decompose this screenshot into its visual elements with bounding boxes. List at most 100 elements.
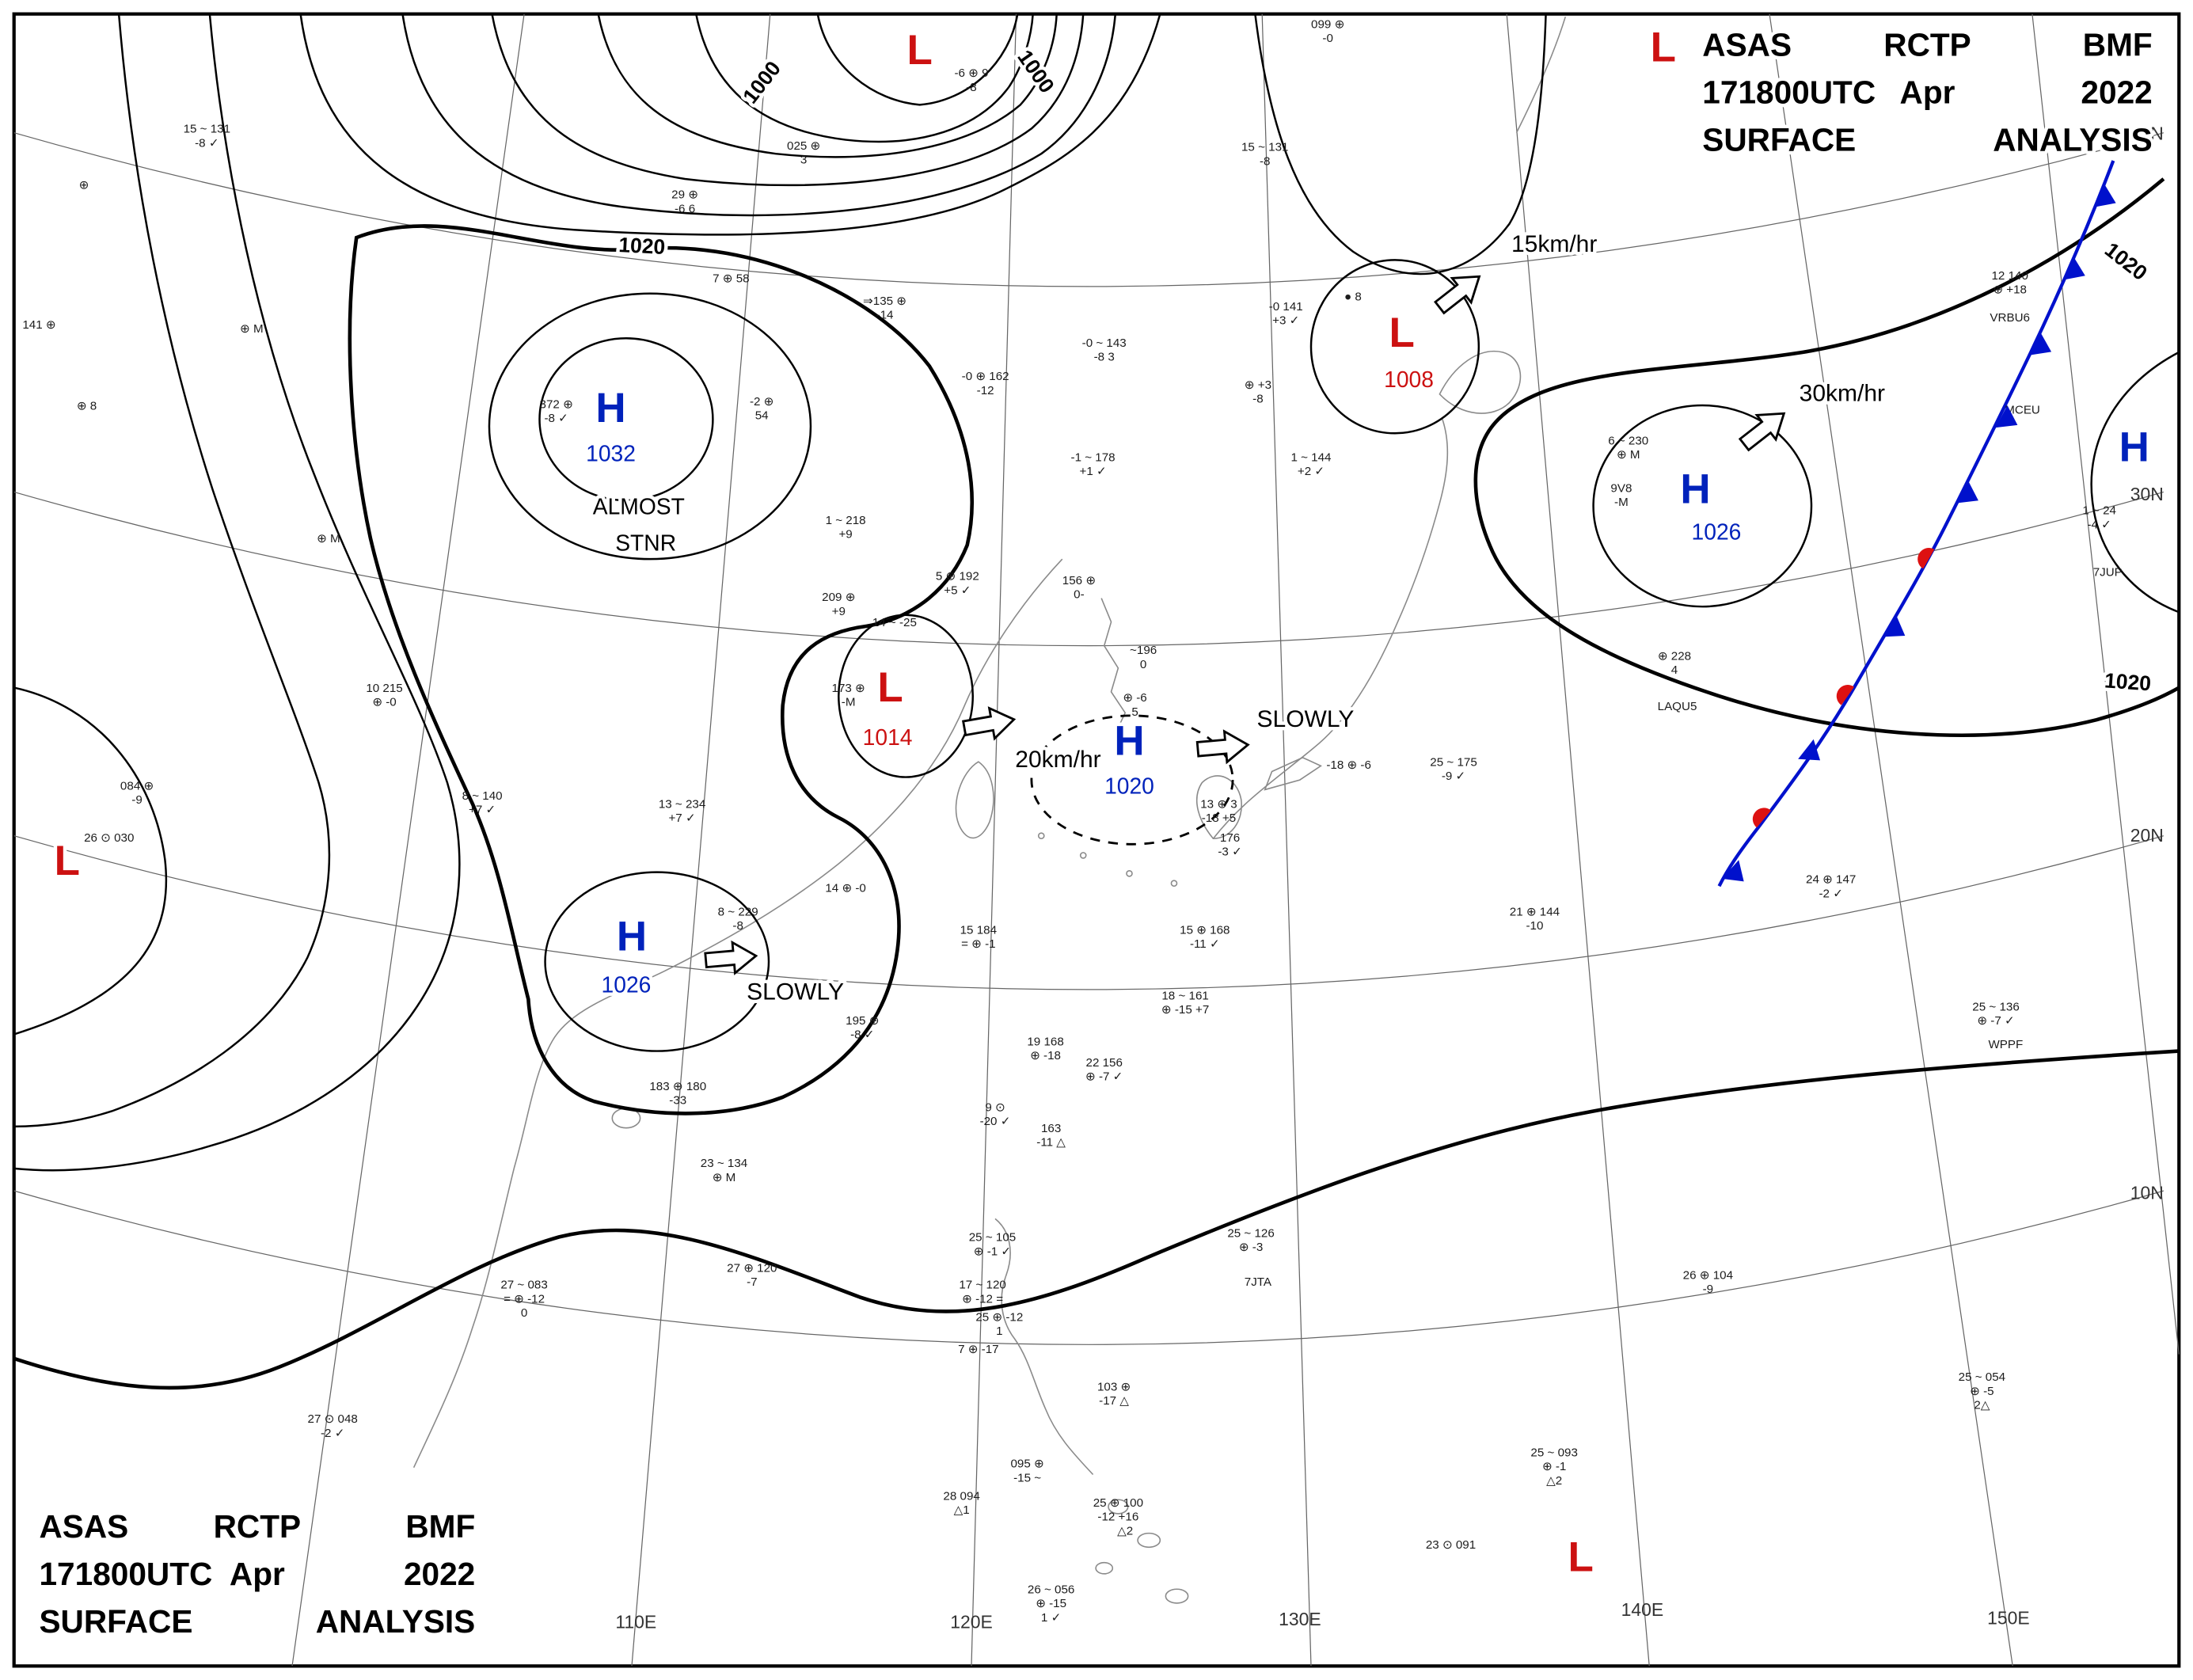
station-text: -11 △ [1036,1136,1066,1150]
coastline-sakhalin [1515,16,1567,134]
station-plot: 27 ⊕ 120-7 [727,1262,777,1290]
title-word: ANALYSIS [316,1603,476,1640]
station-text: ~196 [1130,644,1157,657]
graticule-lon-140e [1506,13,1650,1667]
station-plot: 27 ~ 083= ⊕ -120 [500,1279,547,1320]
station-text: 099 ⊕ [1311,17,1344,31]
station-text: 27 ~ 083 [500,1279,547,1292]
isobar-1020-west-thick [348,224,974,1116]
station-text: 9 ⊙ [985,1100,1005,1114]
title-word: BMF [405,1508,475,1545]
station-text: +7 ✓ [668,811,695,825]
coastline-island [1095,1561,1114,1575]
station-text: ⊕ -18 [1030,1049,1061,1062]
title-word: 2022 [404,1556,475,1592]
isobar-value-label: 1000 [1013,45,1058,97]
isobar-1004 [597,13,1058,158]
motion-arrow-icon [704,940,758,975]
station-plot: 209 ⊕+9 [822,591,855,618]
graticule-lon-110e [631,13,771,1667]
station-plot: 25 ~ 175-9 ✓ [1430,755,1477,783]
isobar-value-label: 1020 [2104,668,2152,695]
isobar-west-flank-outer [13,13,461,1172]
coastline-hokkaido [1439,350,1522,414]
isobar-1020-south-thick [13,1049,2180,1390]
station-text: 54 [755,409,769,423]
pressure-value: 1026 [1692,519,1742,544]
station-text: 12 140 [1991,269,2028,283]
longitude-label: 110E [615,1612,656,1632]
coastline-ryukyu-island [1126,870,1133,877]
station-text: 1 [996,1325,1002,1338]
station-plot: 13 ⊕ 3-18 +5 [1200,797,1237,825]
station-text: ⊕ [79,178,89,192]
longitude-label: 150E [1987,1607,2030,1628]
station-plot: 6 ~ 230⊕ M [1608,434,1648,462]
station-text: 15 184 [960,923,997,937]
graticule-lon-100e [291,13,525,1667]
station-plot: 1 ~ 218+9 [826,514,866,542]
station-text: 13 ⊕ 3 [1200,797,1237,811]
coastline-island [1108,1499,1129,1515]
station-plot: 25 ~ 126⊕ -3 [1227,1226,1274,1254]
station-text: 25 ~ 136 [1972,1000,2019,1013]
station-text: ⊕ M [1617,448,1640,462]
station-text: ● 8 [1344,291,1362,304]
motion-annotation: SLOWLY [747,979,844,1005]
warm-front-semicircle-icon [1917,548,1935,569]
station-text: 27 ⊕ 120 [727,1262,777,1275]
motion-arrow-icon [1195,729,1250,765]
station-text: ⊕ M [317,532,340,545]
station-plot: ⊕ M [240,322,264,336]
title-word: SURFACE [1702,122,1856,158]
pressure-value: 1008 [1384,367,1434,392]
isobar-1024-h1026-west [544,871,770,1052]
station-text: 372 ⊕ [540,397,573,411]
pressure-value: 1014 [863,724,913,750]
station-plot: 15 184= ⊕ -1 [960,923,997,951]
graticule-lat-10n [13,1190,2164,1345]
station-text: 173 ⊕ [832,682,865,695]
station-plot: 14 ~ -25 [872,616,917,629]
title-word: RCTP [1883,27,1971,63]
station-text: 15 ⊕ 168 [1180,923,1230,937]
station-plot: 5 ⊕ 192+5 ✓ [936,570,979,598]
title-word: 2022 [2081,74,2152,111]
station-text: VRBU6 [1990,311,2030,325]
pressure-centers-layer: H 1032 H 1026 H 1026 H 1020 H L 1014 L 1008 L L L L ALMOS… [51,21,2153,1583]
station-plot: 26 ⊙ 030 [84,831,134,845]
station-text: ⊕ 8 [77,399,97,412]
station-text: -12 [977,384,994,397]
station-text: +9 [838,528,852,542]
station-plot: ⇒135 ⊕-14 [863,295,906,322]
station-text: 3 [800,154,807,167]
station-text: -20 ✓ [980,1115,1011,1128]
low-pressure-symbol: L [55,838,80,884]
station-text: 26 ⊕ 104 [1683,1268,1733,1282]
station-text: ⇒135 ⊕ [863,295,906,308]
isobar-1020-east-thick [1473,177,2180,737]
station-plot: 25 ⊕ 100-12 +16 [1093,1496,1143,1524]
station-text: -17 △ [1099,1394,1129,1408]
station-plot: 156 ⊕0- [1062,574,1096,602]
station-plot: 8 ~ 229-8 [718,905,758,933]
station-text: 1 ~ 144 [1290,451,1331,465]
station-text: -8 ✓ [195,136,219,150]
station-plot: 176-3 ✓ [1218,831,1241,859]
station-text: -11 ✓ [1190,937,1220,951]
station-text: 25 ⊕ 100 [1093,1496,1143,1510]
station-plot: 163-11 △ [1036,1122,1066,1150]
station-plot: VRBU6 [1990,311,2030,325]
station-plot: ⊕ -65 [1123,691,1146,719]
station-text: 156 ⊕ [1062,574,1096,587]
station-text: -8 [732,919,743,933]
station-text: 1 ~ 218 [826,514,866,527]
station-text: = ⊕ -1 [961,937,996,951]
station-plot: 25 ⊕ -121 [975,1310,1023,1338]
station-text: 1 ~ 24 [2082,504,2116,518]
coastline-ryukyu-island [1079,852,1087,859]
cold-front-triangle-icon [2094,184,2116,207]
station-text: -7 [747,1275,758,1289]
